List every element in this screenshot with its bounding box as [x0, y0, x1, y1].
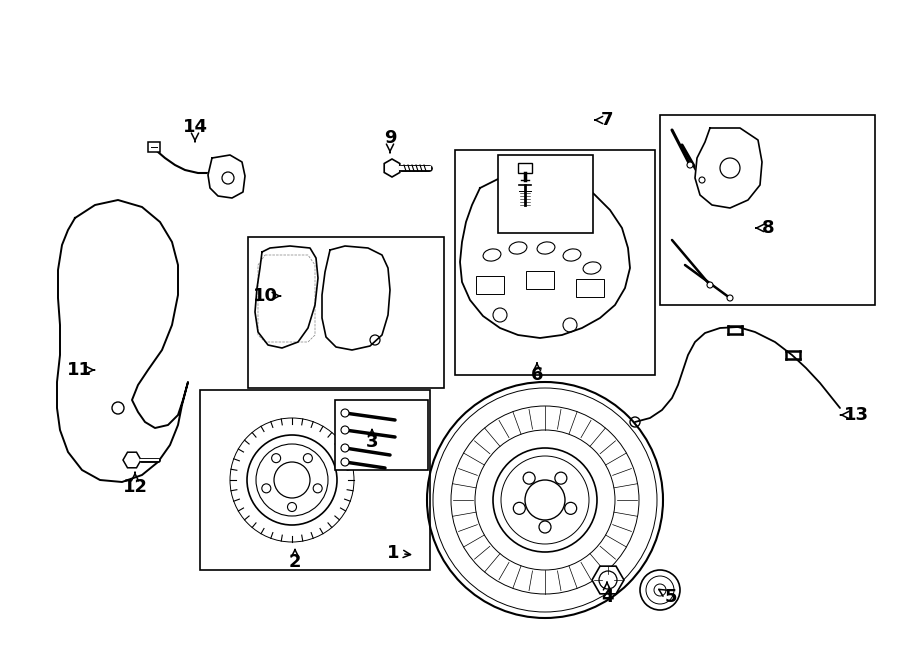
Bar [335, 400, 428, 470]
Text: 9: 9 [383, 129, 396, 153]
Bar [526, 271, 554, 289]
Text: 8: 8 [756, 219, 774, 237]
Circle shape [341, 409, 349, 417]
Bar [455, 150, 655, 375]
Text: 3: 3 [365, 430, 378, 451]
Bar [518, 163, 532, 173]
Circle shape [341, 444, 349, 452]
Circle shape [247, 435, 337, 525]
Text: 4: 4 [601, 582, 613, 606]
Text: 10: 10 [253, 287, 281, 305]
Polygon shape [208, 155, 245, 198]
Circle shape [640, 570, 680, 610]
Circle shape [493, 448, 597, 552]
Circle shape [727, 295, 733, 301]
Text: 13: 13 [841, 406, 868, 424]
Bar [148, 142, 160, 152]
Circle shape [699, 177, 705, 183]
Polygon shape [695, 128, 762, 208]
Circle shape [341, 426, 349, 434]
Text: 7: 7 [595, 111, 613, 129]
Text: 14: 14 [183, 118, 208, 141]
Bar [248, 237, 444, 388]
Text: 11: 11 [67, 361, 94, 379]
Circle shape [341, 458, 349, 466]
Polygon shape [255, 246, 318, 348]
Text: 2: 2 [289, 549, 302, 571]
Bar [660, 115, 875, 305]
Bar [498, 155, 593, 233]
Bar [476, 276, 504, 294]
Polygon shape [460, 172, 630, 338]
Text: 5: 5 [659, 588, 677, 606]
Bar [576, 279, 604, 297]
Circle shape [707, 282, 713, 288]
Polygon shape [384, 159, 400, 177]
Text: 6: 6 [531, 363, 544, 384]
Polygon shape [57, 200, 188, 482]
Circle shape [687, 162, 693, 168]
Polygon shape [322, 246, 390, 350]
Bar [200, 390, 430, 570]
Text: 1: 1 [387, 544, 410, 562]
Text: 12: 12 [122, 473, 148, 496]
